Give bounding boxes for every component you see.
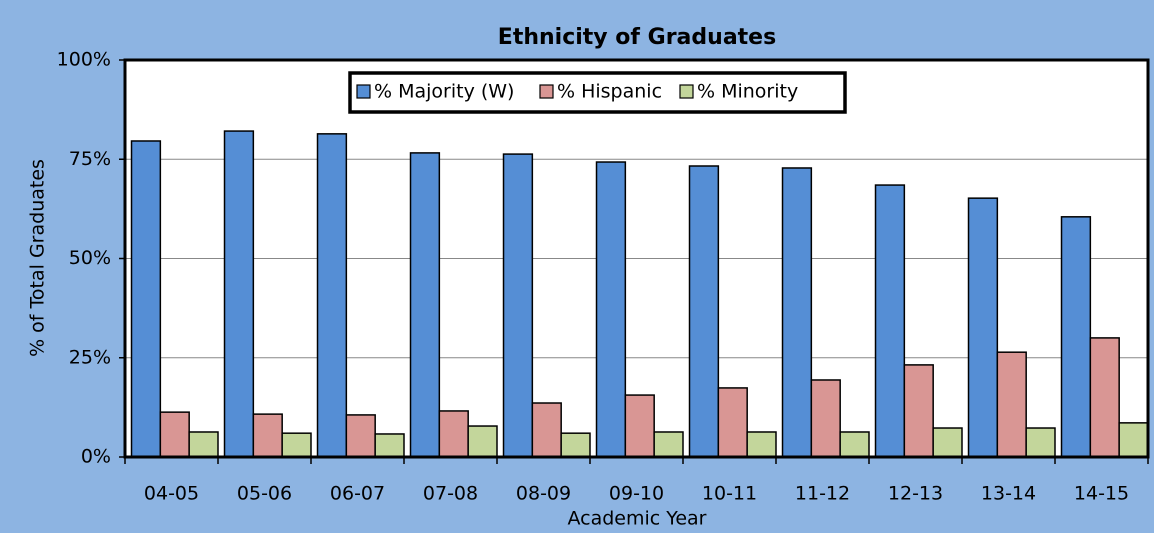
bar — [252, 413, 283, 458]
x-tick-label: 09-10 — [609, 483, 664, 505]
bar — [223, 130, 255, 458]
bar — [531, 402, 562, 458]
bar — [1118, 422, 1149, 458]
bar — [560, 432, 591, 458]
bar — [717, 387, 748, 458]
bar — [467, 425, 498, 458]
x-tick-label: 14-15 — [1074, 483, 1129, 505]
x-tick-label: 07-08 — [423, 483, 478, 505]
legend-box — [348, 71, 847, 114]
bar — [810, 379, 841, 458]
legend-label: % Minority — [697, 81, 798, 103]
x-tick-label: 04-05 — [144, 483, 199, 505]
bar — [595, 161, 627, 458]
y-tick-label: 0% — [81, 446, 111, 468]
bar — [438, 410, 469, 458]
x-tick-label: 12-13 — [888, 483, 943, 505]
bar — [932, 427, 963, 458]
bar — [502, 153, 534, 458]
bar — [130, 140, 162, 458]
bar — [1025, 427, 1056, 458]
bar — [188, 431, 219, 458]
legend-label: % Hispanic — [557, 81, 662, 103]
y-tick-label: 25% — [69, 346, 111, 368]
x-tick-label: 08-09 — [516, 483, 571, 505]
bar — [345, 414, 376, 458]
x-axis-label: Academic Year — [567, 508, 706, 530]
bar — [746, 431, 777, 458]
legend-label: % Majority (W) — [374, 81, 514, 103]
legend-swatch — [539, 84, 554, 99]
y-tick-label: 75% — [69, 148, 111, 170]
bar — [996, 351, 1027, 458]
x-tick-label: 10-11 — [702, 483, 757, 505]
x-tick-label: 05-06 — [237, 483, 292, 505]
bar — [688, 165, 720, 458]
bar — [967, 197, 999, 458]
bar — [1089, 337, 1120, 458]
x-tick-label: 13-14 — [981, 483, 1036, 505]
x-tick-label: 11-12 — [795, 483, 850, 505]
x-tick-label: 06-07 — [330, 483, 385, 505]
bar — [874, 184, 906, 458]
bar — [624, 394, 655, 458]
y-tick-label: 50% — [69, 247, 111, 269]
bar — [1060, 216, 1092, 458]
bar — [781, 167, 813, 458]
y-axis-label: % of Total Graduates — [27, 159, 49, 357]
bar — [159, 411, 190, 458]
bar — [839, 431, 870, 458]
y-tick-label: 100% — [57, 49, 111, 71]
chart-title: Ethnicity of Graduates — [498, 25, 776, 50]
bar — [409, 152, 441, 458]
plot-border — [123, 58, 1150, 459]
legend-swatch — [679, 84, 694, 99]
bar — [374, 433, 405, 458]
bar — [653, 431, 684, 458]
legend-swatch — [356, 84, 371, 99]
bar — [903, 364, 934, 458]
bar — [281, 432, 312, 458]
bar — [316, 133, 348, 458]
